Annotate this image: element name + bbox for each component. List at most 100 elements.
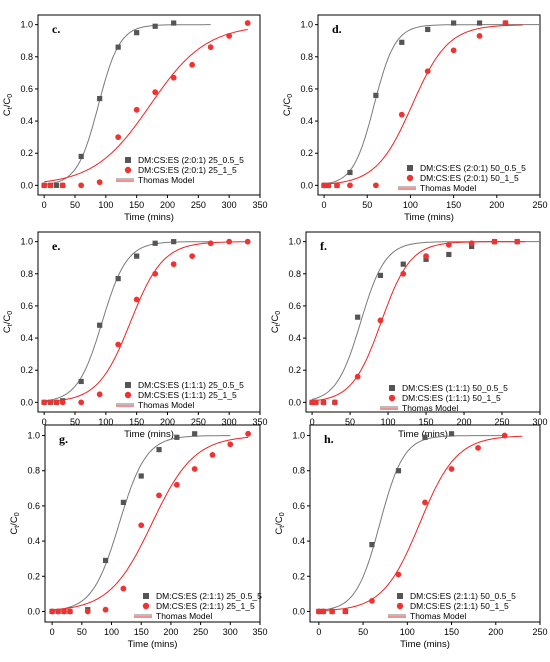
legend-label: DM:CS:ES (2:0:1) 50_1_5 xyxy=(420,173,519,183)
y-title-slash: / xyxy=(274,523,285,526)
data-point-square xyxy=(174,434,180,440)
legend: DM:CS:ES (2:0:1) 25_0.5_5DM:CS:ES (2:0:1… xyxy=(116,155,244,185)
x-tick-label: 0 xyxy=(42,417,47,427)
data-point-square xyxy=(373,92,379,98)
panel-letter: d. xyxy=(332,22,342,36)
legend-label: DM:CS:ES (2:0:1) 25_1_5 xyxy=(138,165,237,175)
y-title-sub: 0 xyxy=(275,311,282,315)
y-tick-label: 0.0 xyxy=(300,180,313,190)
data-point-circle xyxy=(334,182,340,189)
y-title-c: C xyxy=(282,109,293,116)
data-point-circle xyxy=(84,608,91,615)
data-point-square xyxy=(152,240,158,246)
data-point-circle xyxy=(133,106,140,113)
data-point-square xyxy=(120,499,126,505)
legend-marker-square xyxy=(143,593,149,599)
x-tick-label: 150 xyxy=(134,627,149,637)
y-tick-label: 0.4 xyxy=(20,333,33,343)
y-axis-title: Ct/C0 xyxy=(270,311,282,333)
thomas-model-curve xyxy=(318,435,523,612)
x-tick-label: 100 xyxy=(381,417,396,427)
x-tick-label: 50 xyxy=(362,200,372,210)
thomas-model-curve xyxy=(323,24,523,185)
y-title-sub: t xyxy=(287,107,294,109)
data-point-square xyxy=(102,557,109,564)
y-tick-label: 0.6 xyxy=(20,301,33,311)
data-point-circle xyxy=(450,47,457,54)
data-point-circle xyxy=(156,492,162,499)
legend-label: Thomas Model xyxy=(138,400,194,410)
y-tick-label: 0.6 xyxy=(27,501,40,511)
x-axis-title: Time (mins) xyxy=(124,429,174,440)
y-tick-label: 0.6 xyxy=(288,301,301,311)
data-point-circle xyxy=(342,608,349,615)
data-point-square xyxy=(423,256,429,262)
data-point-square xyxy=(369,542,375,548)
legend-label: Thomas Model xyxy=(402,403,458,413)
x-tick-label: 100 xyxy=(98,200,113,210)
data-point-circle xyxy=(445,241,452,248)
x-tick-label: 150 xyxy=(446,200,461,210)
data-point-circle xyxy=(320,399,327,406)
thomas-model-curve xyxy=(52,436,249,611)
data-point-square xyxy=(446,251,452,258)
plot-frame xyxy=(309,424,541,623)
y-tick-label: 1.0 xyxy=(292,431,305,441)
y-tick-label: 0.4 xyxy=(300,116,313,126)
legend-marker-square xyxy=(407,165,413,171)
y-tick-label: 0.4 xyxy=(27,536,40,546)
data-point-circle xyxy=(329,608,336,615)
data-point-circle xyxy=(377,317,384,324)
x-tick-label: 100 xyxy=(400,627,415,637)
y-title-slash: / xyxy=(2,321,13,324)
y-tick-label: 0.4 xyxy=(288,333,301,343)
y-tick-label: 0.0 xyxy=(20,180,33,190)
data-point-circle xyxy=(96,179,103,186)
data-point-circle xyxy=(207,240,214,247)
x-tick-label: 200 xyxy=(163,627,178,637)
y-title-c: C xyxy=(2,98,13,105)
y-axis-title: Ct/C0 xyxy=(274,512,286,534)
y-tick-label: 1.0 xyxy=(20,20,33,30)
x-tick-label: 0 xyxy=(322,200,327,210)
y-title-c: C xyxy=(2,315,13,322)
legend: DM:CS:ES (1:1:1) 25_0.5_5DM:CS:ES (1:1:1… xyxy=(116,380,244,410)
data-point-circle xyxy=(491,238,498,245)
y-title-slash: / xyxy=(2,104,13,107)
data-point-circle xyxy=(102,606,109,613)
x-tick-label: 300 xyxy=(223,627,238,637)
thomas-model-curve xyxy=(318,435,505,611)
y-tick-label: 0.2 xyxy=(20,365,33,375)
data-point-circle xyxy=(475,444,481,451)
data-point-square xyxy=(152,23,158,29)
x-tick-label: 200 xyxy=(160,417,175,427)
x-tick-label: 50 xyxy=(358,627,368,637)
legend-label: DM:CS:ES (1:1:1) 25_1_5 xyxy=(138,390,237,400)
y-tick-label: 0.0 xyxy=(292,606,305,616)
y-title-c: C xyxy=(9,528,20,535)
data-point-circle xyxy=(331,399,338,406)
chart-panel-g: 0 50 100 150 200 250 300 350 0.0 0.2 0.4 0.6 0.8 1.0 T… xyxy=(9,424,268,650)
legend-label: DM:CS:ES (1:1:1) 50_1_5 xyxy=(402,393,501,403)
x-tick-label: 200 xyxy=(160,200,175,210)
data-point-circle xyxy=(372,182,379,189)
x-tick-label: 250 xyxy=(532,200,547,210)
y-axis-title: Ct/C0 xyxy=(2,311,14,333)
data-point-square xyxy=(355,314,361,320)
data-point-square xyxy=(97,95,103,102)
plot-frame xyxy=(37,231,261,413)
legend-marker-square xyxy=(397,593,403,599)
x-tick-label: 50 xyxy=(70,200,80,210)
data-point-circle xyxy=(189,61,196,68)
y-tick-label: 0.0 xyxy=(27,606,40,616)
x-tick-label: 250 xyxy=(193,627,208,637)
x-tick-label: 0 xyxy=(316,627,321,637)
data-point-circle xyxy=(170,74,177,81)
data-point-circle xyxy=(354,373,361,380)
data-point-circle xyxy=(209,452,216,458)
data-point-circle xyxy=(244,20,251,26)
thomas-model-curve xyxy=(44,24,211,185)
y-tick-label: 0.8 xyxy=(288,269,301,279)
thomas-model-curve xyxy=(312,241,525,402)
